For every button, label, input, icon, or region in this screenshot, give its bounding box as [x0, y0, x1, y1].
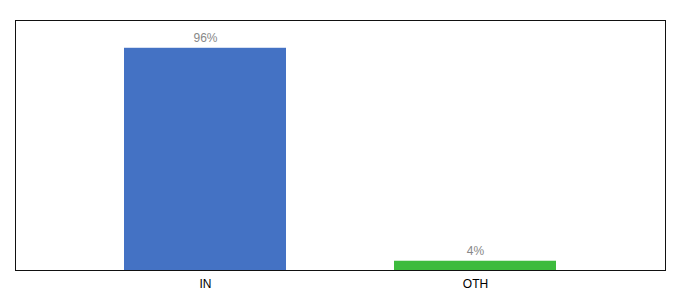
svg-text:OTH: OTH: [463, 277, 488, 291]
svg-text:IN: IN: [200, 277, 212, 291]
svg-text:4%: 4%: [467, 244, 485, 258]
svg-text:96%: 96%: [193, 31, 217, 45]
